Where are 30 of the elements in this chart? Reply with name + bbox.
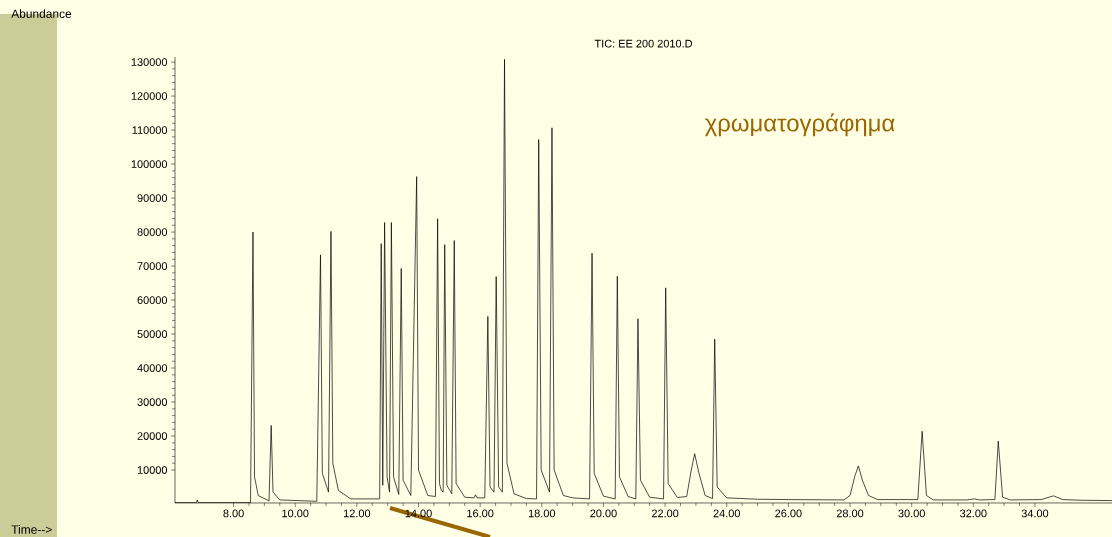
x-tick-label: 8.00 — [223, 509, 244, 518]
y-tick-label: 110000 — [132, 126, 168, 134]
x-tick-label: 24.00 — [713, 509, 740, 518]
x-tick-label: 16.00 — [467, 509, 494, 518]
annotation: χρωματογράφημα — [704, 113, 895, 137]
x-tick-label: 26.00 — [775, 509, 802, 518]
y-tick-label: 70000 — [137, 262, 168, 270]
x-tick-label: 34.00 — [1021, 509, 1049, 518]
x-tick-label: 18.00 — [528, 509, 556, 518]
x-tick-label: 12.00 — [343, 509, 371, 518]
y-tick-label: 50000 — [137, 330, 168, 338]
x-tick-label: 28.00 — [836, 509, 864, 518]
y-tick-label: 30000 — [137, 398, 168, 406]
y-tick-label: 130000 — [131, 58, 168, 66]
x-tick-label: 32.00 — [960, 509, 987, 518]
x-tick-label: 22.00 — [651, 509, 679, 518]
y-tick-label: 100000 — [131, 160, 168, 168]
x-tick-label: 20.00 — [590, 509, 617, 518]
y-tick-label: 40000 — [137, 364, 168, 372]
text: Abundance — [11, 9, 72, 18]
y-tick-label: 120000 — [131, 92, 168, 100]
text: Time--> — [11, 525, 52, 534]
y-tick-label: 90000 — [137, 194, 168, 202]
y-tick-label: 10000 — [137, 466, 168, 474]
x-tick-label: 10.00 — [282, 509, 309, 518]
y-tick-label: 80000 — [137, 228, 168, 236]
x-tick-label: 30.00 — [898, 509, 925, 518]
y-tick-label: 60000 — [137, 296, 168, 304]
y-tick-label: 20000 — [137, 432, 168, 440]
chart-title: TIC: EE 200 2010.D — [594, 39, 693, 48]
